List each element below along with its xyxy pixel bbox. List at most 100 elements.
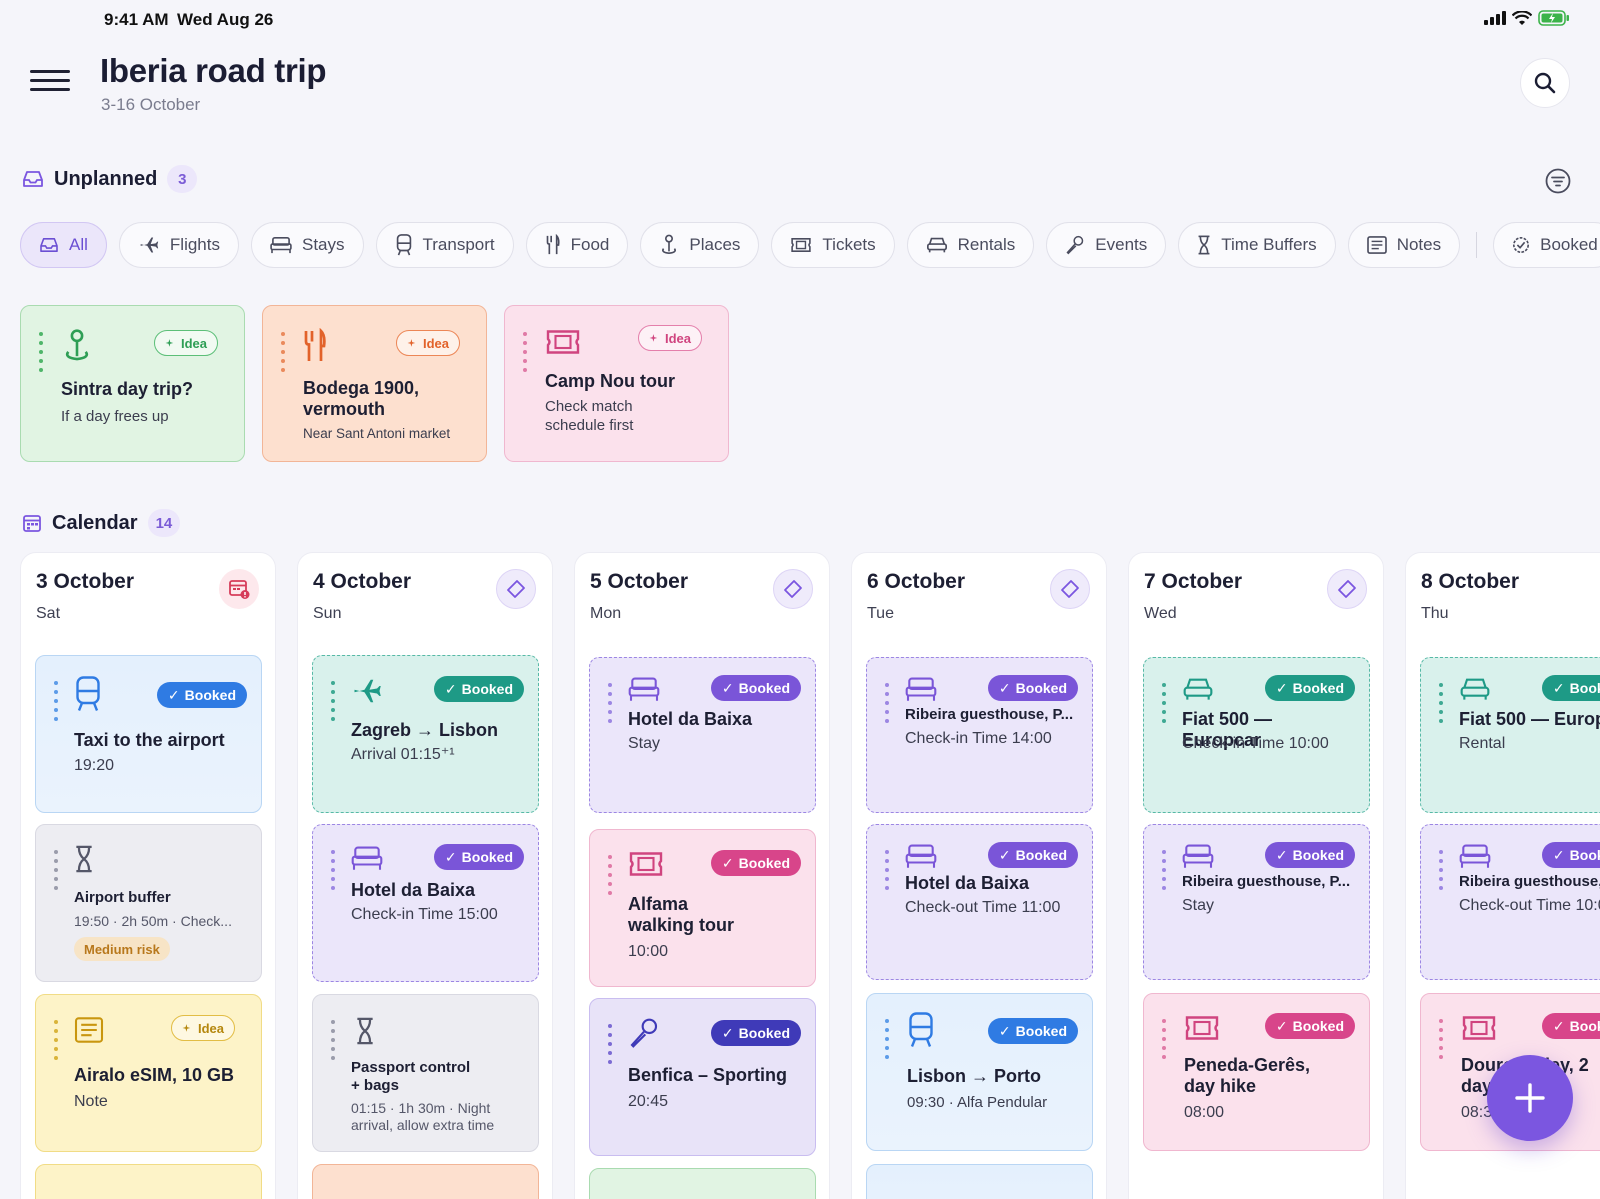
chip-booked[interactable]: Booked xyxy=(1493,222,1600,268)
plan-card[interactable]: ✓ Booked Peneda-Gerês, day hike 08:00 xyxy=(1143,993,1370,1151)
day-date: 6 October xyxy=(867,570,966,593)
plan-card[interactable]: Idea Airalo eSIM, 10 GB Note xyxy=(35,994,262,1152)
card-detail: Rental xyxy=(1459,735,1506,752)
drag-handle-icon[interactable] xyxy=(1162,683,1166,728)
idea-card-sintra[interactable]: Idea Sintra day trip? If a day frees up xyxy=(20,305,245,462)
hourglass-icon xyxy=(76,845,92,873)
drag-handle-icon[interactable] xyxy=(54,850,58,895)
drag-handle-icon[interactable] xyxy=(608,855,612,900)
plan-card[interactable]: ✓ Booked Alfama walking tour 10:00 xyxy=(589,829,816,987)
day-tag-button[interactable] xyxy=(496,569,536,609)
page-title: Iberia road trip xyxy=(100,52,327,89)
plan-card[interactable]: ✓ Booked Hotel da Baixa Stay xyxy=(589,657,816,813)
plan-card[interactable]: ✓ Booked Ribeira guesthouse, P... Check-… xyxy=(1420,824,1600,980)
train-icon xyxy=(909,1012,933,1047)
plan-card[interactable] xyxy=(866,1164,1093,1199)
plan-card[interactable]: ✓ Booked Ribeira guesthouse, P... Check-… xyxy=(866,657,1093,813)
drag-handle-icon[interactable] xyxy=(281,332,285,377)
plan-card[interactable]: ✓ Booked Hotel da Baixa Check-in Time 15… xyxy=(312,824,539,982)
drag-handle-icon[interactable] xyxy=(39,332,43,377)
drag-handle-icon[interactable] xyxy=(885,1019,889,1064)
wifi-icon xyxy=(1512,10,1532,25)
chip-label: Flights xyxy=(169,235,220,254)
booked-badge: ✓ Booked xyxy=(1541,675,1600,701)
plan-card[interactable] xyxy=(589,1168,816,1199)
chip-places[interactable]: Places xyxy=(640,222,760,268)
idea-card-bodega[interactable]: Idea Bodega 1900, vermouth Near Sant Ant… xyxy=(262,305,487,462)
chip-events[interactable]: Events xyxy=(1046,222,1167,268)
plan-card[interactable]: Passport control + bags 01:15 · 1h 30m ·… xyxy=(312,994,539,1152)
plan-card[interactable]: ✓ Booked Lisbon → Porto 09:30 · Alfa Pen… xyxy=(866,993,1093,1151)
chip-food[interactable]: Food xyxy=(525,222,629,268)
idea-title: Sintra day trip? xyxy=(61,379,194,399)
booked-label: Booked xyxy=(1569,1018,1600,1034)
filter-button[interactable] xyxy=(1544,167,1572,195)
chip-time-buffers[interactable]: Time Buffers xyxy=(1178,222,1336,268)
plan-card[interactable]: ✓ Booked Taxi to the airport 19:20 xyxy=(35,655,262,813)
booked-label: Booked xyxy=(1569,680,1600,696)
plan-card[interactable]: ✓ Booked Ribeira guesthouse, P... Stay xyxy=(1143,824,1370,980)
plan-card[interactable] xyxy=(312,1164,539,1199)
drag-handle-icon[interactable] xyxy=(1439,683,1443,728)
plan-card[interactable]: Airport buffer 19:50 · 2h 50m · Check...… xyxy=(35,824,262,982)
signal-icon xyxy=(1484,11,1506,25)
day-tag-button[interactable] xyxy=(1050,569,1090,609)
day-date: 7 October xyxy=(1144,570,1243,593)
drag-handle-icon[interactable] xyxy=(523,332,527,377)
bed-icon xyxy=(905,677,937,701)
status-time: 9:41 AM xyxy=(104,10,169,29)
drag-handle-icon[interactable] xyxy=(54,1020,58,1065)
drag-handle-icon[interactable] xyxy=(1162,850,1166,895)
hourglass-icon xyxy=(357,1017,373,1045)
day-calendar-alert-button[interactable] xyxy=(219,569,259,609)
drag-handle-icon[interactable] xyxy=(1439,850,1443,895)
chip-all[interactable]: All xyxy=(20,222,107,268)
plan-card[interactable]: ✓ Booked Zagreb → Lisbon Arrival 01:15⁺¹ xyxy=(312,655,539,813)
drag-handle-icon[interactable] xyxy=(885,850,889,895)
drag-handle-icon[interactable] xyxy=(608,1024,612,1069)
idea-card-camp-nou[interactable]: Idea Camp Nou tour Check match schedule … xyxy=(504,305,729,462)
booked-label: Booked xyxy=(461,849,513,865)
card-title: Ribeira guesthouse, P... xyxy=(1459,873,1600,890)
chip-stays[interactable]: Stays xyxy=(250,222,364,268)
day-weekday: Sun xyxy=(313,605,342,622)
car-icon xyxy=(1460,678,1490,700)
note-icon xyxy=(1366,236,1387,254)
tag-icon xyxy=(1338,580,1356,598)
drag-handle-icon[interactable] xyxy=(331,1020,335,1065)
plan-card[interactable]: ✓ Booked Hotel da Baixa Check-out Time 1… xyxy=(866,824,1093,980)
search-button[interactable] xyxy=(1520,58,1570,108)
day-date: 3 October xyxy=(36,570,135,593)
booked-label: Booked xyxy=(738,1025,790,1041)
drag-handle-icon[interactable] xyxy=(1439,1019,1443,1064)
plan-card[interactable]: ✓ Booked Benfica – Sporting 20:45 xyxy=(589,998,816,1156)
category-filter-chips: All Flights Stays Transport Food Places … xyxy=(20,222,1600,268)
ticket-icon xyxy=(546,330,580,354)
card-title: Fiat 500 — Europcar xyxy=(1459,709,1600,729)
chip-flights[interactable]: Flights xyxy=(118,222,239,268)
plan-card[interactable]: ✓ Booked Fiat 500 — Europcar Check-in Ti… xyxy=(1143,657,1370,813)
chip-rentals[interactable]: Rentals xyxy=(906,222,1035,268)
sparkle-icon xyxy=(165,338,174,347)
chip-transport[interactable]: Transport xyxy=(375,222,514,268)
drag-handle-icon[interactable] xyxy=(54,681,58,726)
card-detail: 19:20 xyxy=(74,757,115,774)
drag-handle-icon[interactable] xyxy=(1162,1019,1166,1064)
chip-notes[interactable]: Notes xyxy=(1347,222,1461,268)
card-detail: Check-in Time 15:00 xyxy=(351,906,498,923)
plan-card[interactable] xyxy=(35,1164,262,1199)
drag-handle-icon[interactable] xyxy=(331,681,335,726)
hourglass-icon xyxy=(1198,235,1210,255)
menu-button[interactable] xyxy=(30,70,70,96)
inbox-icon xyxy=(40,237,58,253)
inbox-icon xyxy=(23,171,43,187)
drag-handle-icon[interactable] xyxy=(608,683,612,728)
drag-handle-icon[interactable] xyxy=(331,850,335,895)
add-item-button[interactable] xyxy=(1487,1055,1573,1141)
day-tag-button[interactable] xyxy=(773,569,813,609)
chip-tickets[interactable]: Tickets xyxy=(771,222,895,268)
plan-card[interactable]: ✓ Booked Fiat 500 — Europcar Rental xyxy=(1420,657,1600,813)
day-tag-button[interactable] xyxy=(1327,569,1367,609)
trip-dates: 3-16 October xyxy=(101,95,201,114)
drag-handle-icon[interactable] xyxy=(885,683,889,728)
